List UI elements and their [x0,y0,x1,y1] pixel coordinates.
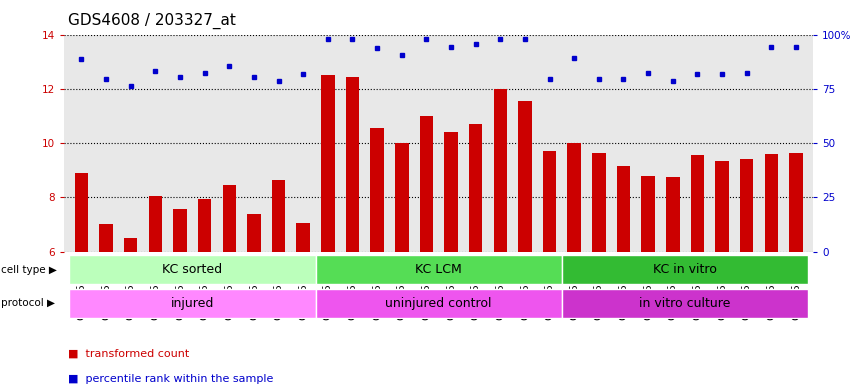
Bar [691,155,704,252]
Text: KC in vitro: KC in vitro [653,263,717,276]
Text: ■  percentile rank within the sample: ■ percentile rank within the sample [68,374,274,384]
Bar [69,255,316,284]
Text: uninjured control: uninjured control [385,297,492,310]
Bar [419,116,433,252]
Bar [494,89,507,252]
Bar [149,196,162,252]
Bar [562,289,808,318]
Bar [395,143,408,252]
Text: GDS4608 / 203327_at: GDS4608 / 203327_at [68,13,236,29]
Bar [789,152,803,252]
Bar [371,128,383,252]
Bar [198,199,211,252]
Bar [592,152,606,252]
Bar [543,151,556,252]
Bar [124,238,138,252]
Bar [296,223,310,252]
Bar [99,224,113,252]
Bar [321,75,335,252]
Bar [764,154,778,252]
Bar [247,214,261,252]
Text: KC sorted: KC sorted [163,263,223,276]
Text: protocol ▶: protocol ▶ [1,298,55,308]
Bar [568,143,581,252]
Bar [716,161,728,252]
Text: in vitro culture: in vitro culture [639,297,731,310]
Bar [666,177,680,252]
Text: injured: injured [170,297,214,310]
Bar [641,175,655,252]
Text: cell type ▶: cell type ▶ [1,265,56,275]
Bar [316,255,562,284]
Bar [69,289,316,318]
Bar [518,101,532,252]
Text: KC LCM: KC LCM [415,263,462,276]
Bar [562,255,808,284]
Bar [173,210,187,252]
Bar [616,166,630,252]
Bar [271,180,285,252]
Bar [469,124,483,252]
Text: ■  transformed count: ■ transformed count [68,349,190,359]
Bar [740,159,753,252]
Bar [223,185,236,252]
Bar [316,289,562,318]
Bar [74,173,88,252]
Bar [444,132,458,252]
Bar [346,76,360,252]
